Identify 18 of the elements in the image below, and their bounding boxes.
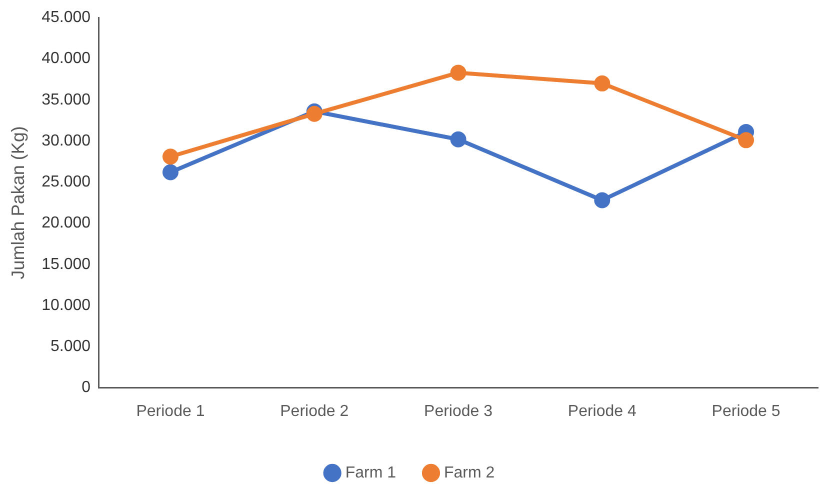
y-tick-label: 15.000: [42, 256, 91, 273]
x-tick-label: Periode 2: [280, 402, 349, 420]
x-tick-label: Periode 4: [568, 402, 637, 420]
y-tick-label: 30.000: [42, 132, 91, 150]
y-tick-label: 10.000: [42, 296, 91, 314]
y-tick-label: 5.000: [50, 338, 91, 356]
y-axis-title: Jumlah Pakan (Kg): [8, 126, 28, 280]
x-tick-label: Periode 5: [712, 402, 780, 420]
y-tick-label: 35.000: [42, 91, 91, 108]
x-tick-label: Periode 3: [424, 402, 493, 420]
y-tick-label: 0: [82, 379, 91, 396]
y-tick-label: 45.000: [42, 9, 91, 26]
y-tick-label: 40.000: [42, 50, 91, 68]
y-tick-label: 20.000: [42, 214, 91, 232]
legend-label: Farm 2: [444, 464, 495, 482]
x-tick-label: Periode 1: [136, 402, 205, 420]
y-tick-label: 25.000: [42, 174, 91, 191]
legend-label: Farm 1: [345, 464, 396, 482]
